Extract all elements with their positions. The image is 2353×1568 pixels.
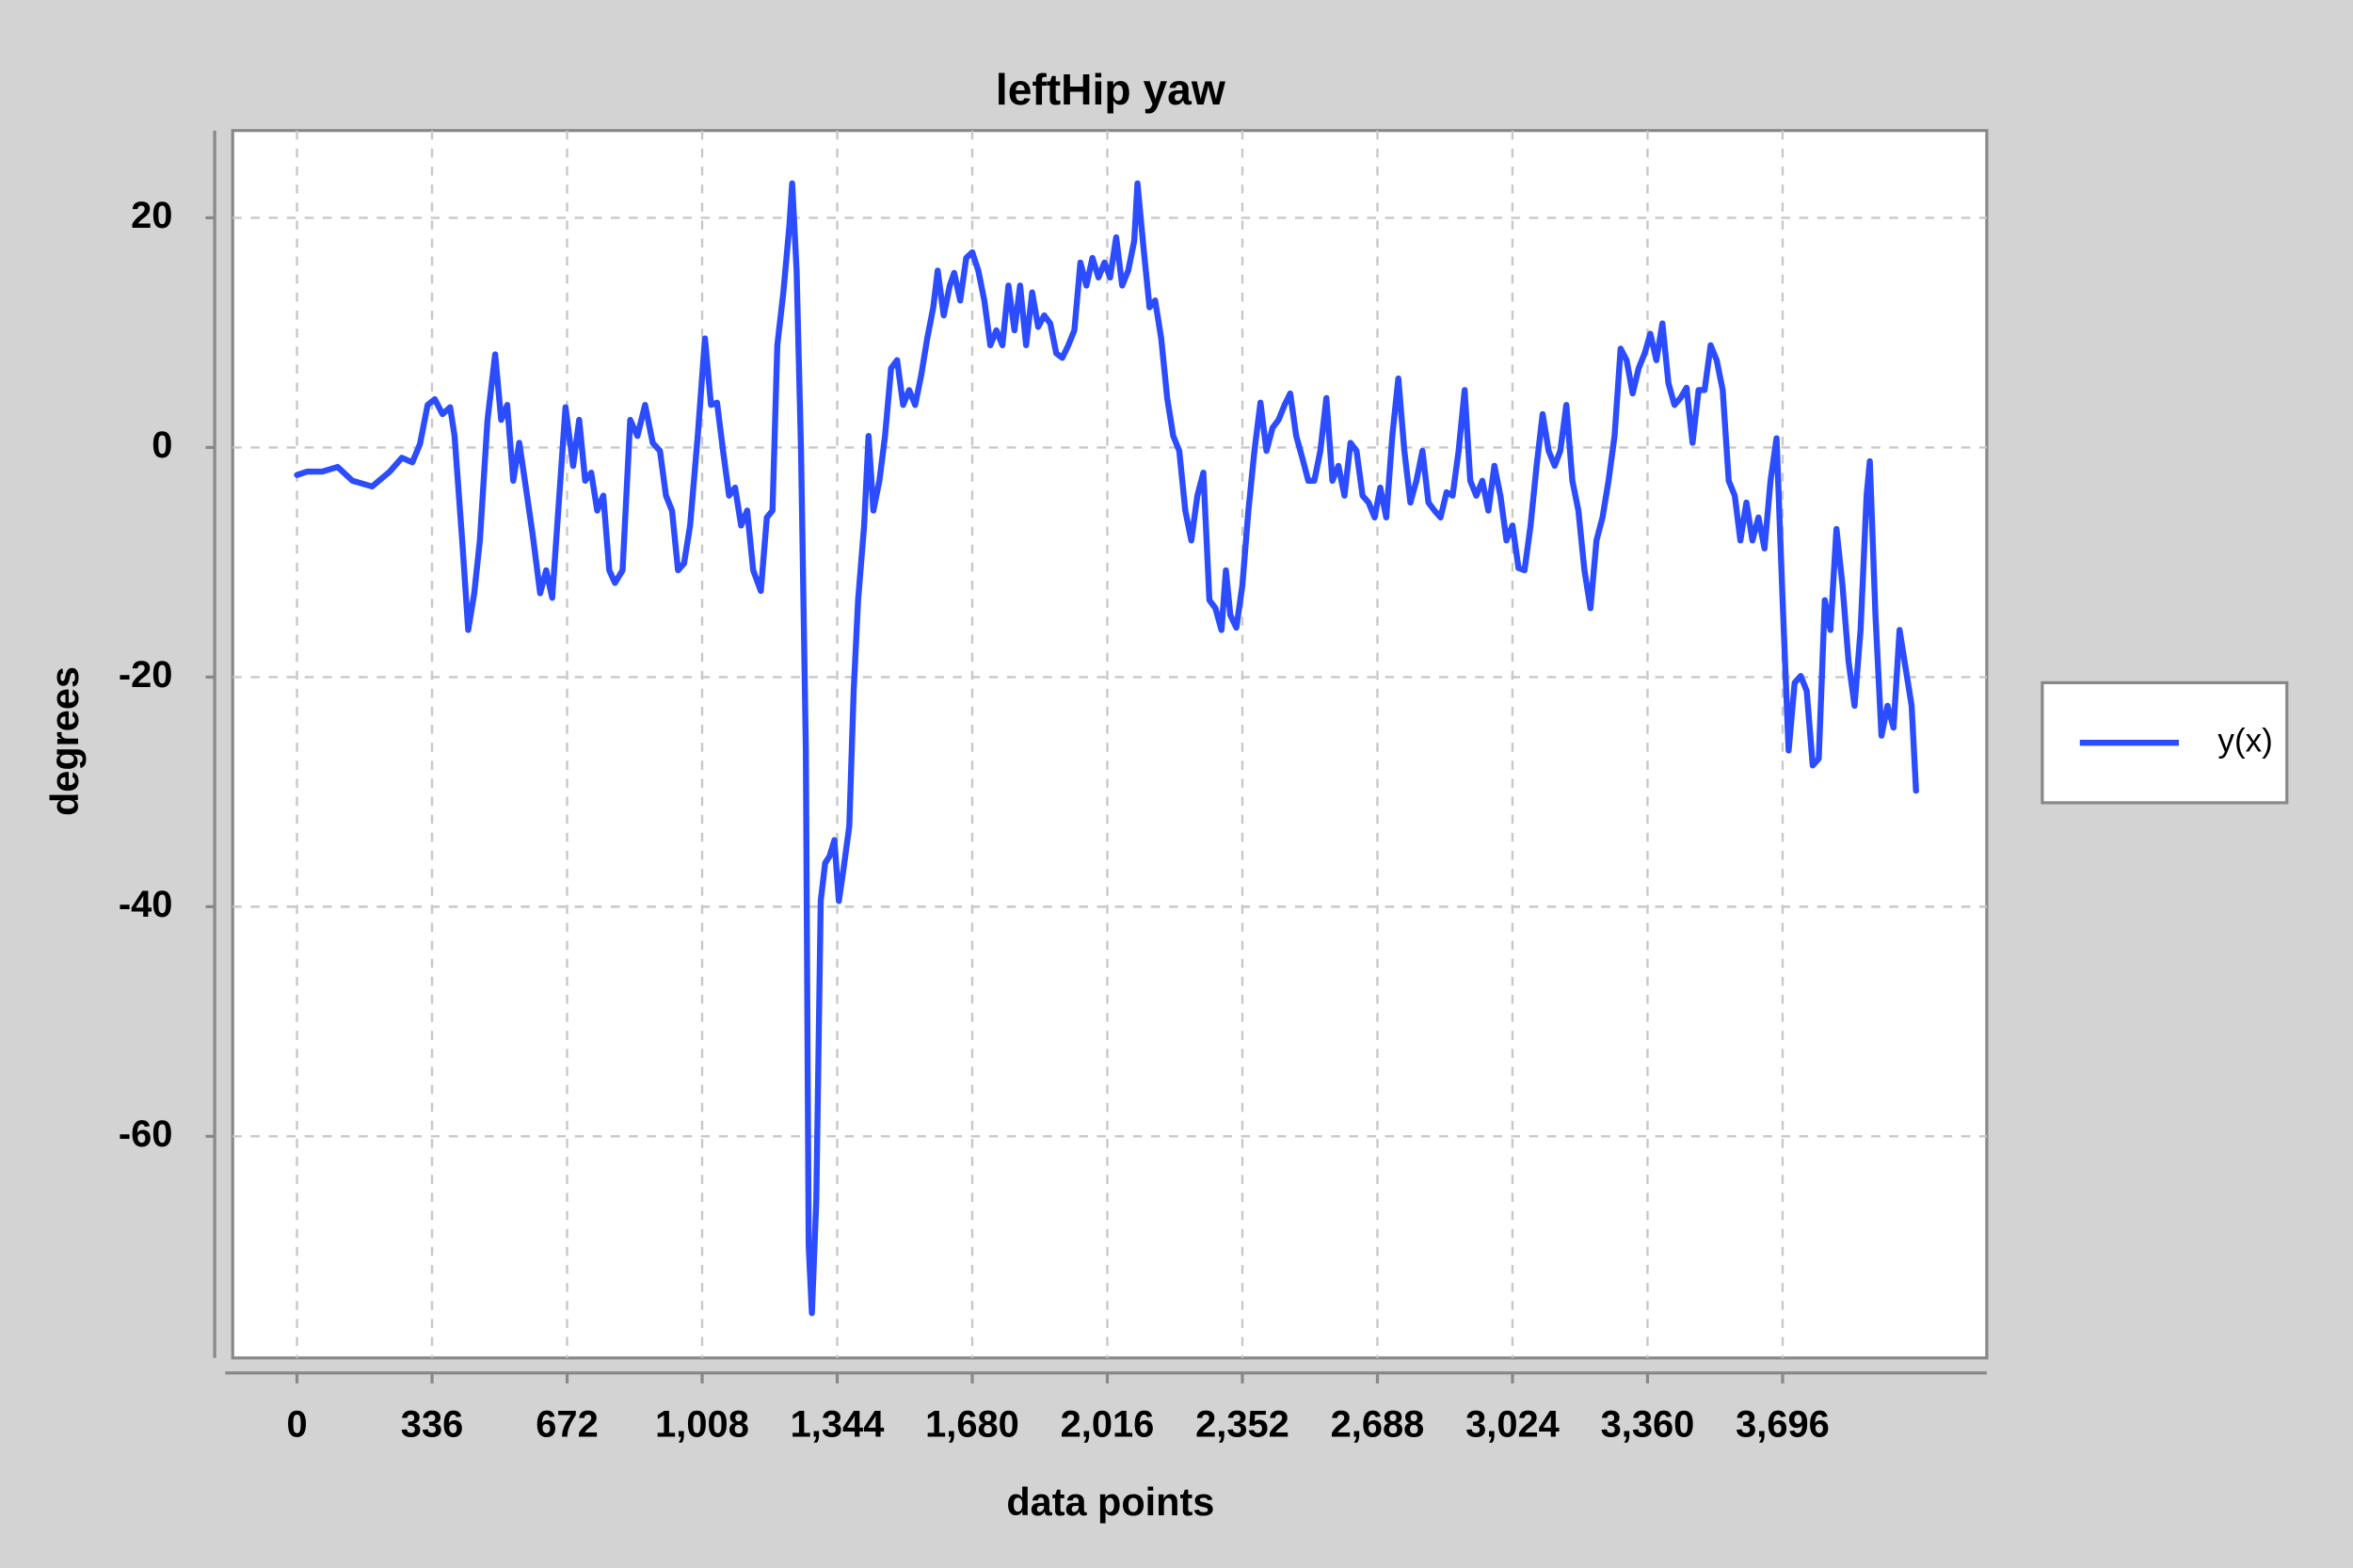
plot-layer bbox=[232, 130, 1987, 1358]
y-tick-label: -60 bbox=[119, 1113, 173, 1155]
x-tick-label: 2,016 bbox=[1061, 1404, 1155, 1446]
x-tick-label: 1,008 bbox=[655, 1404, 749, 1446]
legend: y(x) bbox=[2041, 680, 2289, 805]
y-tick-label: 0 bbox=[152, 424, 172, 466]
x-tick-label: 3,024 bbox=[1465, 1404, 1560, 1446]
x-tick-label: 2,688 bbox=[1331, 1404, 1425, 1446]
y-axis-label: degrees bbox=[42, 666, 87, 816]
y-tick-label: -20 bbox=[119, 654, 173, 696]
x-axis-label: data points bbox=[1006, 1480, 1214, 1524]
data-line bbox=[294, 180, 1919, 1317]
x-tick-label: 672 bbox=[536, 1404, 598, 1446]
legend-label: y(x) bbox=[2217, 722, 2272, 759]
x-tick-label: 0 bbox=[286, 1404, 307, 1446]
x-tick-label: 2,352 bbox=[1195, 1404, 1289, 1446]
x-tick-label: 3,696 bbox=[1736, 1404, 1830, 1446]
chart-title: leftHip yaw bbox=[996, 65, 1226, 114]
x-tick-label: 1,680 bbox=[925, 1404, 1019, 1446]
x-tick-label: 1,344 bbox=[791, 1404, 885, 1446]
y-tick-label: 20 bbox=[131, 195, 172, 236]
x-tick-label: 336 bbox=[401, 1404, 463, 1446]
y-tick-label: -40 bbox=[119, 884, 173, 925]
x-tick-label: 3,360 bbox=[1601, 1404, 1695, 1446]
plot-area bbox=[231, 129, 1989, 1360]
